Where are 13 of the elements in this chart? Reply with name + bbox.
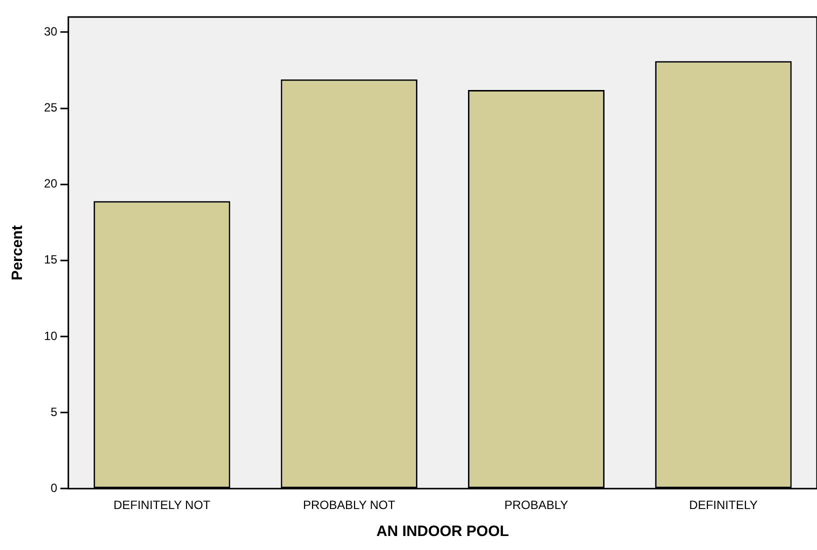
y-tick-label: 30 [44, 24, 58, 39]
x-tick-label: PROBABLY NOT [302, 498, 396, 512]
x-tick-label: DEFINITELY [689, 498, 758, 512]
y-tick-label: 20 [44, 176, 58, 191]
y-tick-label: 25 [44, 100, 58, 115]
y-tick-label: 5 [50, 404, 58, 419]
y-axis-title: Percent [9, 225, 26, 280]
x-tick-label: DEFINITELY NOT [113, 498, 212, 512]
x-axis-title: AN INDOOR POOL [376, 523, 509, 540]
y-tick-label: 15 [44, 252, 58, 267]
y-tick-label: 0 [50, 480, 58, 495]
x-tick-label: PROBABLY [504, 498, 568, 512]
y-tick-label: 10 [44, 328, 58, 343]
